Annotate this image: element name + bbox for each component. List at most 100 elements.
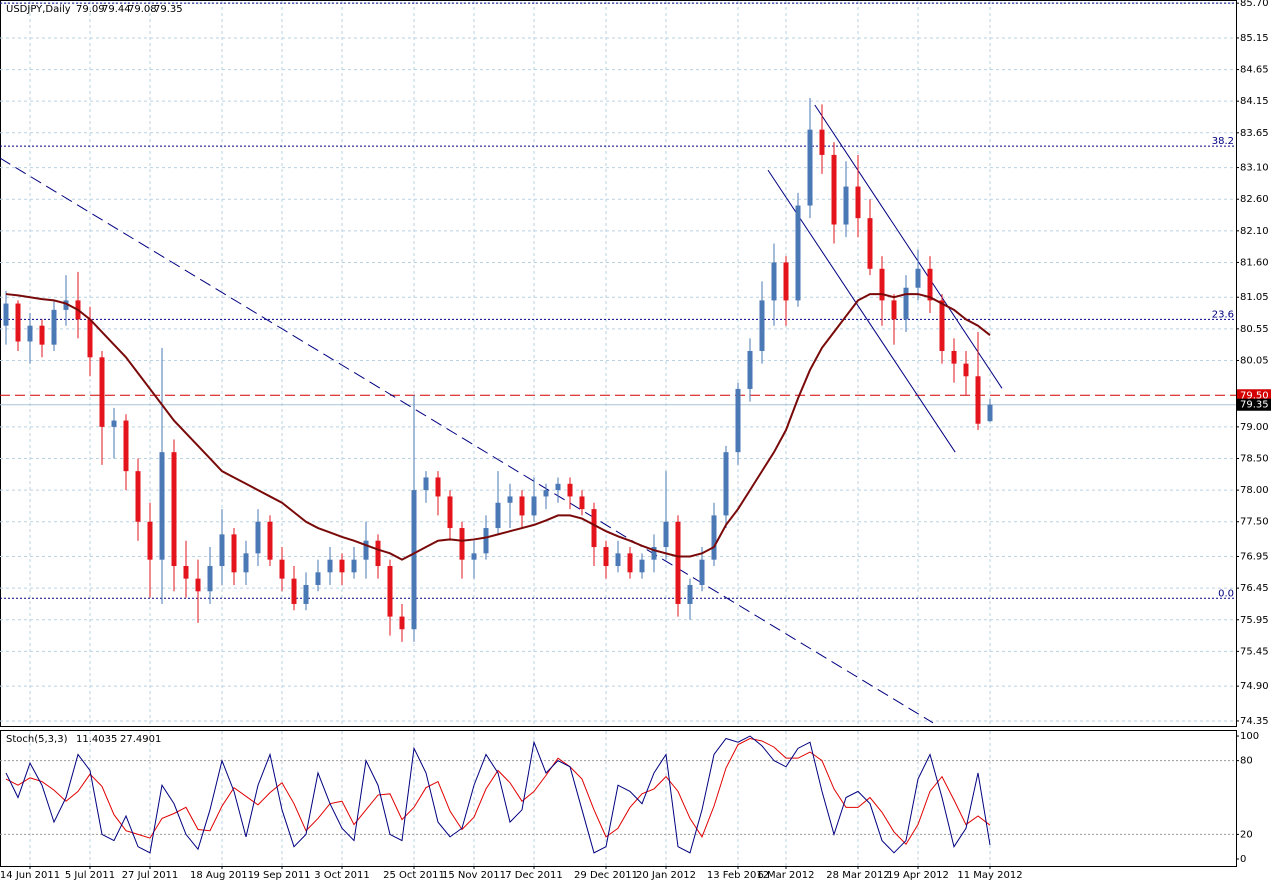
level-label: 38.2 — [1212, 136, 1234, 147]
candle-body — [555, 483, 561, 491]
candle-body — [27, 325, 33, 342]
x-tick-label: 18 Aug 2011 — [190, 870, 254, 881]
y-tick-label: 78.50 — [1240, 453, 1269, 464]
candle-body — [879, 268, 885, 301]
candle-body — [351, 559, 357, 573]
y-tick-label: 76.95 — [1240, 552, 1269, 563]
candle-body — [483, 528, 489, 554]
x-tick-label: 6 Mar 2012 — [757, 870, 814, 881]
candle-body — [111, 420, 117, 427]
header-value: 79.09 — [76, 4, 105, 15]
y-tick-label: 75.45 — [1240, 646, 1269, 657]
y-tick-label: 82.60 — [1240, 194, 1269, 205]
candle-body — [663, 521, 669, 548]
candle-body — [675, 521, 681, 604]
y-tick-label: 76.45 — [1240, 583, 1269, 594]
x-tick-label: 29 Dec 2011 — [574, 870, 638, 881]
candle-body — [195, 578, 201, 592]
y-tick-label: 74.90 — [1240, 681, 1269, 692]
candle-body — [303, 584, 309, 604]
candle-body — [243, 553, 249, 573]
y-tick-label: 83.10 — [1240, 163, 1269, 174]
candle-body — [963, 363, 969, 377]
last-price-label: 79.35 — [1240, 400, 1269, 411]
last-price-box — [1237, 398, 1271, 411]
candle-body — [375, 540, 381, 567]
x-tick-label: 13 Feb 2012 — [707, 870, 769, 881]
x-tick-label: 7 Dec 2011 — [505, 870, 563, 881]
x-tick-label: 5 Jul 2011 — [65, 870, 115, 881]
candle-body — [975, 376, 981, 424]
candle-body — [399, 616, 405, 630]
oscillator-title: Stoch(5,3,3) — [6, 734, 68, 745]
candle-body — [639, 559, 645, 573]
candle-body — [255, 521, 261, 554]
candle-body — [903, 287, 909, 320]
oscillator-panel — [0, 730, 1237, 867]
x-tick-label: 19 Apr 2012 — [887, 870, 949, 881]
y-tick-label: 74.35 — [1240, 716, 1269, 727]
candle-body — [507, 496, 513, 503]
x-tick-label: 25 Oct 2011 — [383, 870, 445, 881]
candle-body — [219, 534, 225, 567]
candle-body — [63, 300, 69, 310]
y-tick-label: 80 — [1240, 756, 1253, 767]
y-tick-label: 85.15 — [1240, 33, 1269, 44]
candle-body — [387, 566, 393, 617]
y-tick-label: 79.00 — [1240, 422, 1269, 433]
candle-body — [603, 547, 609, 567]
candle-body — [831, 154, 837, 225]
candle-body — [363, 540, 369, 560]
candle-body — [807, 129, 813, 206]
y-tick-label: 85.70 — [1240, 0, 1269, 9]
candle-body — [711, 515, 717, 560]
candle-body — [267, 521, 273, 560]
candle-body — [723, 452, 729, 516]
candle-body — [927, 268, 933, 301]
candle-body — [231, 534, 237, 573]
candle-body — [747, 350, 753, 389]
candle-body — [651, 547, 657, 560]
candle-body — [519, 496, 525, 516]
candle-body — [411, 490, 417, 630]
y-tick-label: 82.10 — [1240, 226, 1269, 237]
candle-body — [459, 528, 465, 560]
y-tick-label: 84.15 — [1240, 96, 1269, 107]
candle-body — [771, 262, 777, 301]
x-tick-label: 3 Oct 2011 — [314, 870, 369, 881]
candle-body — [759, 300, 765, 351]
header-value: 79.44 — [102, 4, 131, 15]
candle-body — [159, 452, 165, 560]
header-value: 79.08 — [128, 4, 157, 15]
candle-body — [867, 218, 873, 269]
candle-body — [99, 357, 105, 427]
candle-body — [3, 303, 9, 326]
candle-body — [939, 300, 945, 351]
oscillator-line — [5, 735, 991, 854]
candle-body — [591, 509, 597, 548]
candle-body — [987, 404, 993, 422]
oscillator-value: 11.4035 — [76, 734, 117, 745]
candle-body — [207, 566, 213, 592]
candle-body — [447, 496, 453, 529]
y-tick-label: 83.65 — [1240, 128, 1269, 139]
header-value: 79.35 — [154, 4, 183, 15]
candle-body — [291, 578, 297, 604]
x-tick-label: 20 Jan 2012 — [636, 870, 696, 881]
candle-body — [87, 319, 93, 358]
candle-body — [39, 325, 45, 345]
y-tick-label: 0 — [1240, 854, 1246, 865]
candle-body — [795, 205, 801, 301]
candle-body — [735, 388, 741, 453]
oscillator-line — [5, 737, 991, 846]
y-tick-label: 75.95 — [1240, 615, 1269, 626]
candle-body — [123, 420, 129, 472]
candle-body — [135, 471, 141, 522]
moving-average — [5, 293, 991, 561]
y-tick-label: 77.50 — [1240, 517, 1269, 528]
level-label: 0.0 — [1218, 588, 1234, 599]
x-tick-label: 9 Sep 2011 — [253, 870, 310, 881]
price-panel — [0, 0, 1237, 727]
x-tick-label: 28 Mar 2012 — [826, 870, 889, 881]
